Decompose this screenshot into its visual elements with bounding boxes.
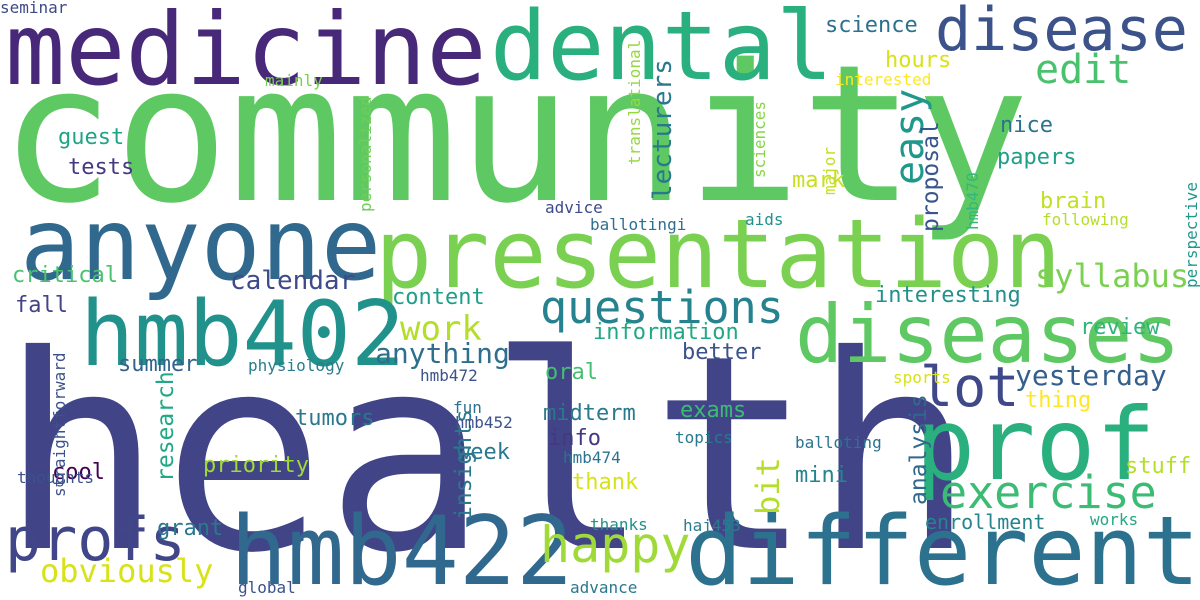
word-hmb472: hmb472 xyxy=(420,366,478,385)
word-happy: happy xyxy=(540,516,691,574)
word-papers: papers xyxy=(997,145,1077,170)
word-presentation: presentation xyxy=(375,200,1062,310)
word-analysis: analysis xyxy=(906,394,932,505)
word-information: information xyxy=(593,320,739,345)
word-aids: aids xyxy=(745,210,784,229)
word-mainly: mainly xyxy=(265,71,323,90)
word-hmb474: hmb474 xyxy=(563,448,621,467)
word-interested: interested xyxy=(835,70,932,89)
word-research: research xyxy=(153,371,179,482)
word-lot: lot xyxy=(920,355,1020,419)
word-thing: thing xyxy=(1025,388,1092,413)
word-calendar: calendar xyxy=(230,266,356,296)
word-profs: profs xyxy=(5,505,186,575)
word-proposal: proposal xyxy=(918,121,944,232)
word-straightforward: straightforward xyxy=(50,352,69,498)
word-health: health xyxy=(0,297,976,600)
word-nice: nice xyxy=(1000,113,1053,138)
word-syllabus: syllabus xyxy=(1035,257,1190,295)
word-summer: summer xyxy=(118,352,198,377)
word-obviously: obviously xyxy=(40,552,214,590)
word-bit: bit xyxy=(749,457,787,515)
word-medicine: medicine xyxy=(5,0,487,108)
word-midterm: midterm xyxy=(543,401,636,426)
word-mini: mini xyxy=(795,463,848,488)
word-tests: tests xyxy=(68,155,135,180)
word-exams: exams xyxy=(680,398,747,423)
word-exercise: exercise xyxy=(940,466,1157,519)
word-review: review xyxy=(1080,315,1160,340)
word-fall: fall xyxy=(15,293,68,318)
word-advice: advice xyxy=(545,198,603,217)
word-physiology: physiology xyxy=(248,356,345,375)
word-hmb452: hmb452 xyxy=(455,413,513,432)
word-thoughts: thoughts xyxy=(17,468,95,487)
word-anyone: anyone xyxy=(20,186,382,303)
word-works: works xyxy=(1090,510,1139,529)
word-disease: disease xyxy=(935,0,1188,65)
word-major: major xyxy=(820,146,839,195)
word-seminar: seminar xyxy=(0,0,68,17)
word-lecturers: lecturers xyxy=(648,59,678,200)
word-personalized: personalized xyxy=(356,96,375,212)
word-advance: advance xyxy=(570,578,638,597)
word-priority: priority xyxy=(203,453,309,478)
word-edit: edit xyxy=(1035,47,1132,93)
word-science: science xyxy=(825,13,918,38)
word-critical: critical xyxy=(12,263,118,288)
word-diseases: diseases xyxy=(795,288,1181,381)
word-ballotingi: ballotingi xyxy=(590,215,687,234)
word-sports: sports xyxy=(893,368,951,387)
word-grant: grant xyxy=(157,516,224,541)
word-following: following xyxy=(1042,210,1129,229)
word-interesting: interesting xyxy=(875,283,1021,308)
word-hmb422: hmb422 xyxy=(230,497,574,600)
word-stuff: stuff xyxy=(1125,454,1192,479)
word-oral: oral xyxy=(545,360,598,385)
word-hours: hours xyxy=(885,48,952,73)
word-dental: dental xyxy=(490,0,834,102)
word-perspective: perspective xyxy=(1182,182,1200,288)
word-global: global xyxy=(238,578,296,597)
word-cool: cool xyxy=(52,460,105,485)
word-community: community xyxy=(0,24,1030,245)
word-work: work xyxy=(400,309,482,349)
word-haj453: haj453 xyxy=(683,516,741,535)
word-translational: translational xyxy=(625,39,644,165)
word-anything: anything xyxy=(375,337,510,370)
word-info: info xyxy=(548,426,601,451)
word-enrollment: enrollment xyxy=(925,510,1046,534)
word-mark: mark xyxy=(792,168,845,193)
word-hmb402: hmb402 xyxy=(80,282,406,387)
word-different: different xyxy=(685,497,1200,600)
word-tumors: tumors xyxy=(295,406,375,431)
word-fun: fun xyxy=(453,398,482,417)
word-thanks: thanks xyxy=(590,515,648,534)
word-prof: prof xyxy=(915,386,1156,503)
word-content: content xyxy=(392,285,485,310)
word-hmb470: hmb470 xyxy=(963,172,982,230)
word-balloting: balloting xyxy=(795,433,882,452)
word-guest: guest xyxy=(58,125,125,150)
word-yesterday: yesterday xyxy=(1015,359,1167,392)
word-topics: topics xyxy=(675,428,733,447)
word-sciences: sciences xyxy=(750,100,769,178)
word-better: better xyxy=(682,340,762,365)
word-brain: brain xyxy=(1040,189,1107,214)
word-week: week xyxy=(457,440,510,465)
word-thank: thank xyxy=(572,470,639,495)
word-questions: questions xyxy=(540,281,784,334)
